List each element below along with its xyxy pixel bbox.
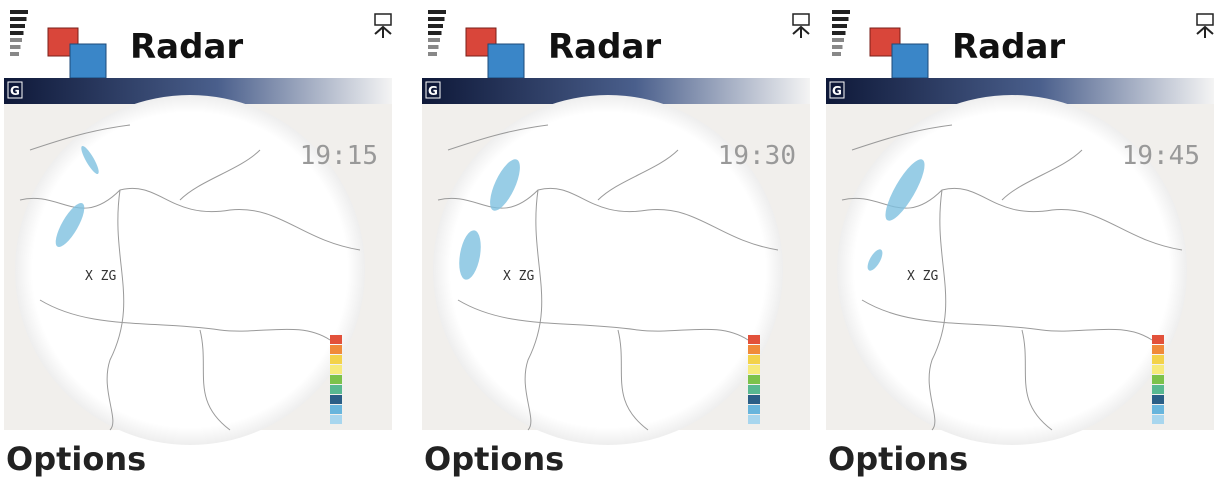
message-arrow bbox=[793, 27, 809, 38]
app-icon-blue bbox=[488, 44, 524, 78]
app-title: Radar bbox=[548, 27, 661, 67]
network-indicator: G bbox=[10, 84, 20, 98]
signal-bar bbox=[428, 17, 445, 21]
signal-bar bbox=[832, 38, 844, 42]
signal-bar bbox=[832, 45, 843, 49]
message-arrow bbox=[1197, 27, 1213, 38]
legend-swatch bbox=[1152, 385, 1164, 394]
app-icon-blue bbox=[70, 44, 106, 78]
network-indicator: G bbox=[428, 84, 438, 98]
legend-swatch bbox=[1152, 395, 1164, 404]
legend-swatch bbox=[330, 405, 342, 414]
signal-bar bbox=[10, 31, 24, 35]
signal-bar bbox=[832, 17, 849, 21]
softkey-options[interactable]: Options bbox=[424, 440, 564, 478]
legend-swatch bbox=[748, 335, 760, 344]
signal-bar bbox=[428, 10, 446, 14]
screenshot: Radar G 19:15 X ZG Options Radar G 19:30 X ZG Opt… bbox=[0, 0, 1219, 478]
legend-swatch bbox=[330, 365, 342, 374]
legend-swatch bbox=[748, 385, 760, 394]
signal-bar bbox=[10, 24, 25, 28]
legend-swatch bbox=[1152, 355, 1164, 364]
signal-bar bbox=[10, 38, 22, 42]
legend-swatch bbox=[1152, 365, 1164, 374]
legend-swatch bbox=[748, 345, 760, 354]
signal-bar bbox=[428, 31, 442, 35]
legend-swatch bbox=[330, 335, 342, 344]
signal-bar bbox=[428, 45, 439, 49]
phone-screen: Radar G 19:45 X ZG Options bbox=[826, 10, 1214, 478]
signal-bar bbox=[428, 24, 443, 28]
radar-site-label: X ZG bbox=[85, 269, 116, 284]
legend-swatch bbox=[748, 405, 760, 414]
app-title: Radar bbox=[952, 27, 1065, 67]
radar-site-label: X ZG bbox=[503, 269, 534, 284]
legend-swatch bbox=[330, 345, 342, 354]
signal-bar bbox=[832, 24, 847, 28]
signal-bar bbox=[10, 17, 27, 21]
legend-swatch bbox=[1152, 415, 1164, 424]
softkey-options[interactable]: Options bbox=[828, 440, 968, 478]
message-arrow bbox=[375, 27, 391, 38]
legend-swatch bbox=[748, 355, 760, 364]
time-stamp: 19:45 bbox=[1122, 141, 1200, 171]
legend-swatch bbox=[748, 395, 760, 404]
signal-bar bbox=[832, 52, 841, 56]
phone-screen: Radar G 19:15 X ZG Options bbox=[4, 10, 392, 478]
signal-bar bbox=[832, 10, 850, 14]
signal-bar bbox=[428, 38, 440, 42]
legend-swatch bbox=[748, 415, 760, 424]
legend-swatch bbox=[330, 385, 342, 394]
legend-swatch bbox=[1152, 345, 1164, 354]
legend-swatch bbox=[748, 365, 760, 374]
legend-swatch bbox=[1152, 375, 1164, 384]
time-stamp: 19:15 bbox=[300, 141, 378, 171]
app-icon-blue bbox=[892, 44, 928, 78]
radar-site-label: X ZG bbox=[907, 269, 938, 284]
legend-swatch bbox=[330, 415, 342, 424]
legend-swatch bbox=[748, 375, 760, 384]
signal-bar bbox=[10, 10, 28, 14]
legend-swatch bbox=[1152, 405, 1164, 414]
message-icon bbox=[375, 14, 391, 25]
phone-screen: Radar G 19:30 X ZG Options bbox=[422, 10, 810, 478]
legend-swatch bbox=[330, 395, 342, 404]
signal-bar bbox=[10, 52, 19, 56]
legend-swatch bbox=[330, 375, 342, 384]
signal-bar bbox=[832, 31, 846, 35]
message-icon bbox=[1197, 14, 1213, 25]
network-indicator: G bbox=[832, 84, 842, 98]
signal-bar bbox=[10, 45, 21, 49]
signal-bar bbox=[428, 52, 437, 56]
app-title: Radar bbox=[130, 27, 243, 67]
legend-swatch bbox=[1152, 335, 1164, 344]
message-icon bbox=[793, 14, 809, 25]
time-stamp: 19:30 bbox=[718, 141, 796, 171]
legend-swatch bbox=[330, 355, 342, 364]
softkey-options[interactable]: Options bbox=[6, 440, 146, 478]
